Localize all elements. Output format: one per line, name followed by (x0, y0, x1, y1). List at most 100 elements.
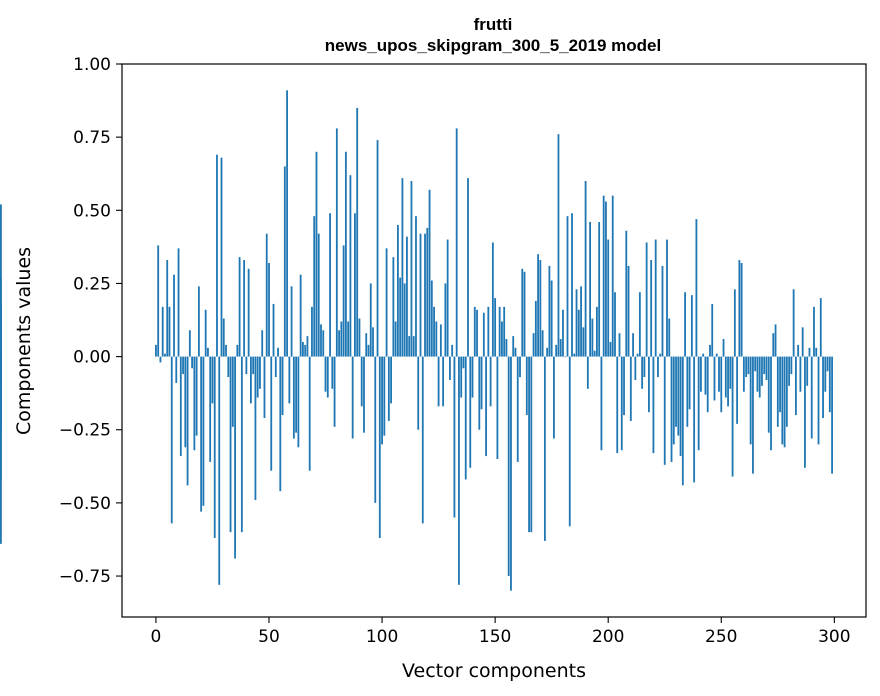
bar (218, 356, 221, 585)
bar (672, 356, 675, 445)
bar (342, 245, 345, 357)
bar (564, 356, 567, 358)
bar (437, 356, 440, 407)
bar (790, 356, 793, 375)
bar (317, 233, 320, 357)
plot-area-frame (121, 63, 867, 618)
bar (480, 356, 483, 410)
bar (216, 154, 218, 357)
bar (392, 257, 395, 357)
bar (424, 233, 426, 357)
bar (453, 356, 456, 518)
bar (501, 321, 503, 357)
bar (571, 213, 573, 357)
bar (697, 356, 700, 451)
bar (733, 289, 736, 357)
bar (383, 356, 386, 436)
bar (614, 292, 616, 357)
bar (512, 336, 515, 357)
bar (686, 356, 689, 427)
bar (632, 333, 634, 357)
bar (446, 239, 449, 357)
bar (326, 356, 329, 398)
bar (0, 204, 2, 357)
bar (503, 306, 506, 357)
x-tick-label: 300 (818, 627, 850, 647)
bar (234, 356, 236, 559)
bar (828, 356, 831, 413)
bar (605, 201, 607, 357)
bar (157, 245, 160, 357)
bar (810, 356, 813, 439)
bar (460, 356, 463, 398)
bars-group (0, 90, 833, 591)
bar (623, 356, 625, 416)
bar (510, 356, 512, 591)
bar (521, 268, 524, 357)
bar (713, 356, 716, 401)
bar (826, 356, 829, 372)
bar (607, 239, 610, 357)
bar (283, 166, 286, 357)
bar (804, 356, 806, 468)
bar (202, 356, 205, 506)
bar (396, 224, 399, 357)
bar (363, 356, 365, 433)
bar (200, 356, 203, 512)
bar (783, 356, 786, 448)
y-tick-label: −0.50 (59, 494, 111, 514)
bar (482, 312, 485, 357)
bar (643, 356, 646, 378)
bar (195, 356, 198, 436)
bar (184, 356, 187, 448)
bar (292, 356, 295, 439)
bar (704, 356, 707, 395)
bar (369, 283, 372, 357)
bar (534, 301, 537, 357)
bar (514, 347, 517, 357)
bar (754, 356, 757, 372)
y-tick-label: 0.25 (73, 274, 111, 294)
bar (718, 356, 720, 392)
bar (666, 239, 668, 357)
bar (236, 344, 239, 357)
y-axis-label: Components values (13, 247, 35, 435)
bar (720, 356, 723, 413)
bar (193, 356, 196, 451)
bar (166, 260, 169, 357)
bar (467, 178, 469, 357)
bar (365, 333, 368, 357)
bar (729, 356, 732, 389)
bar (525, 356, 528, 416)
bar (349, 175, 352, 357)
bar (231, 356, 234, 427)
bar (435, 321, 438, 357)
bar (543, 356, 546, 541)
bar (648, 356, 650, 413)
bar (265, 233, 268, 357)
bar (781, 356, 784, 445)
bar (412, 336, 415, 357)
bar (211, 356, 214, 404)
bar (274, 356, 277, 378)
bar (749, 356, 752, 445)
bar (207, 347, 209, 357)
bar (478, 356, 481, 430)
bar (593, 350, 596, 357)
bar (609, 341, 612, 357)
bar (650, 260, 653, 357)
bar (360, 356, 363, 407)
bar (164, 353, 166, 357)
bar (372, 327, 374, 357)
bar (496, 356, 499, 459)
bar (519, 356, 521, 378)
bar (442, 356, 445, 407)
bar (645, 242, 648, 357)
bar (702, 353, 705, 357)
bar (243, 260, 246, 357)
bar (385, 248, 388, 357)
bar (776, 356, 779, 427)
bar (168, 306, 171, 357)
bar (740, 262, 743, 357)
